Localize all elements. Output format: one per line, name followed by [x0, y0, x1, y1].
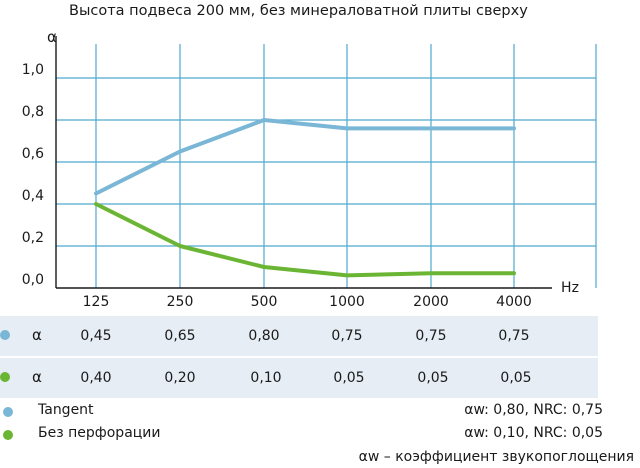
legend-label: Tangent [38, 402, 94, 418]
x-tick-label: 1000 [329, 294, 365, 310]
table-row-label: α [32, 368, 42, 386]
chart-title: Высота подвеса 200 мм, без минераловатно… [69, 3, 528, 19]
table-row-divider [0, 356, 598, 358]
table-cell: 0,40 [80, 370, 111, 386]
table-cell: 0,20 [164, 370, 195, 386]
table-cell: 0,65 [164, 328, 195, 344]
table-cell: 0,10 [250, 370, 281, 386]
legend-label: Без перфорации [38, 425, 161, 441]
footnote: αw – коэффициент звукопоглощения [358, 449, 634, 465]
legend-metrics: αw: 0,80, NRC: 0,75 [464, 402, 603, 418]
series-line-no-perforation [94, 202, 516, 278]
table-cell: 0,05 [500, 370, 531, 386]
x-axis-label: Hz [561, 280, 579, 296]
table-cell: 0,75 [415, 328, 446, 344]
legend-item-no-perforation: Без перфорации αw: 0,10, NRC: 0,05 [0, 425, 640, 445]
table-row-dot-icon [0, 330, 10, 340]
table-cell: 0,75 [331, 328, 362, 344]
table-row-dot-icon [0, 372, 10, 382]
series-line-tangent [94, 118, 516, 196]
x-tick-label: 2000 [413, 294, 449, 310]
y-tick-label: 1,0 [22, 62, 44, 78]
legend-metrics: αw: 0,10, NRC: 0,05 [464, 425, 603, 441]
legend-dot-icon [3, 430, 13, 440]
table-row-label: α [32, 326, 42, 344]
y-tick-label: 0,2 [22, 230, 44, 246]
y-tick-label: 0,4 [22, 188, 44, 204]
table-cell: 0,80 [248, 328, 279, 344]
x-tick-label: 250 [167, 294, 194, 310]
legend-item-tangent: Tangent αw: 0,80, NRC: 0,75 [0, 402, 640, 422]
table-cell: 0,45 [80, 328, 111, 344]
y-tick-label: 0,8 [22, 104, 44, 120]
y-axis-label: α [47, 28, 57, 46]
x-tick-label: 4000 [496, 294, 532, 310]
y-tick-label: 0,0 [22, 272, 44, 288]
table-cell: 0,05 [417, 370, 448, 386]
y-tick-label: 0,6 [22, 146, 44, 162]
absorption-chart: 1,0 0,8 0,6 0,4 0,2 0,0 α Hz 125 250 500 1000 2000 40… [0, 28, 597, 386]
x-tick-label: 500 [251, 294, 278, 310]
table-cell: 0,75 [498, 328, 529, 344]
x-tick-label: 125 [83, 294, 110, 310]
legend-dot-icon [3, 407, 13, 417]
table-cell: 0,05 [333, 370, 364, 386]
